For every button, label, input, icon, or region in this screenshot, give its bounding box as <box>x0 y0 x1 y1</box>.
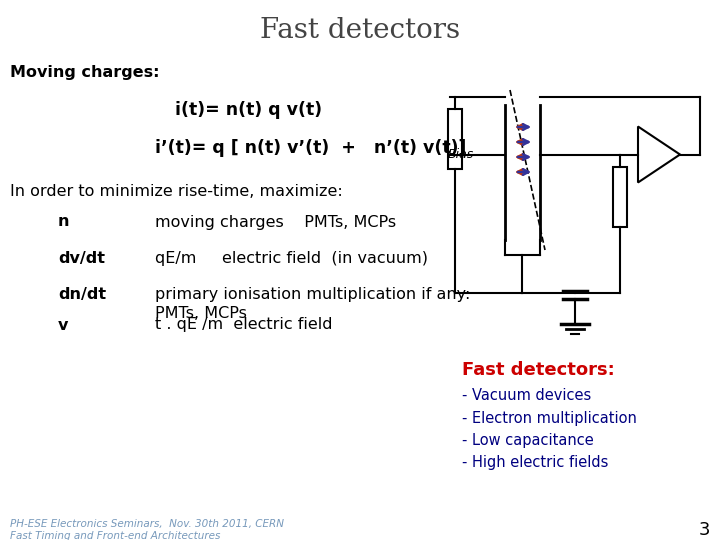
Text: t . qE /m  electric field: t . qE /m electric field <box>155 318 333 333</box>
Text: v: v <box>58 318 68 333</box>
Text: i’(t)= q [ n(t) v’(t)  +   n’(t) v(t)]: i’(t)= q [ n(t) v’(t) + n’(t) v(t)] <box>155 139 467 157</box>
Text: In order to minimize rise-time, maximize:: In order to minimize rise-time, maximize… <box>10 185 343 199</box>
Text: n: n <box>58 214 70 230</box>
Text: moving charges    PMTs, MCPs: moving charges PMTs, MCPs <box>155 214 396 230</box>
Text: - Vacuum devices: - Vacuum devices <box>462 388 591 403</box>
Text: PMTs, MCPs: PMTs, MCPs <box>155 306 247 321</box>
Text: qE/m     electric field  (in vacuum): qE/m electric field (in vacuum) <box>155 251 428 266</box>
Text: dv/dt: dv/dt <box>58 251 105 266</box>
Text: Bias: Bias <box>448 148 474 161</box>
Text: - Low capacitance: - Low capacitance <box>462 433 594 448</box>
Text: - High electric fields: - High electric fields <box>462 455 608 469</box>
Text: dn/dt: dn/dt <box>58 287 106 302</box>
Text: - Electron multiplication: - Electron multiplication <box>462 410 637 426</box>
Text: Fast detectors: Fast detectors <box>260 17 460 44</box>
Text: Fast detectors:: Fast detectors: <box>462 361 615 379</box>
Text: Moving charges:: Moving charges: <box>10 64 160 79</box>
Text: PH-ESE Electronics Seminars,  Nov. 30th 2011, CERN
Fast Timing and Front-end Arc: PH-ESE Electronics Seminars, Nov. 30th 2… <box>10 519 284 540</box>
Text: primary ionisation multiplication if any:: primary ionisation multiplication if any… <box>155 287 470 302</box>
Bar <box>448 109 462 169</box>
Text: i(t)= n(t) q v(t): i(t)= n(t) q v(t) <box>175 101 322 119</box>
Text: 3: 3 <box>698 521 710 539</box>
Bar <box>613 166 627 226</box>
